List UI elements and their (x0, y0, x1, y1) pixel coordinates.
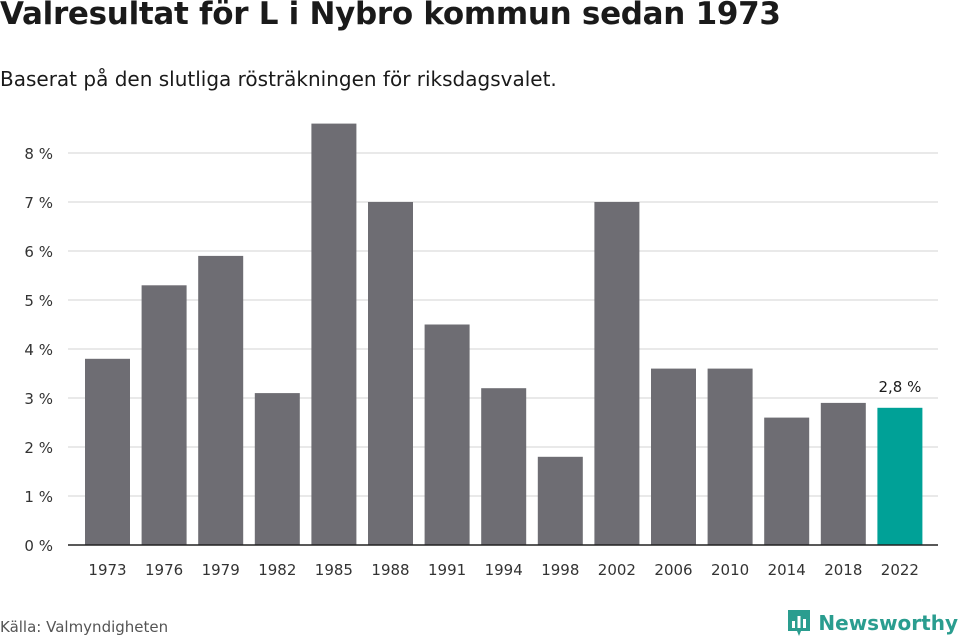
chart-subtitle: Baserat på den slutliga rösträkningen fö… (0, 67, 557, 91)
bar-1985 (311, 123, 357, 545)
x-tick-label: 1998 (541, 561, 579, 579)
source-note: Källa: Valmyndigheten (0, 618, 169, 636)
x-tick-label: 1988 (371, 561, 409, 579)
y-tick-label: 8 % (24, 145, 53, 163)
bar-2010 (707, 368, 753, 545)
x-tick-label: 2002 (598, 561, 636, 579)
y-tick-label: 0 % (24, 537, 53, 555)
bar-2022 (877, 407, 923, 545)
y-tick-label: 1 % (24, 488, 53, 506)
y-tick-label: 2 % (24, 439, 53, 457)
x-tick-label: 1976 (145, 561, 183, 579)
x-tick-label: 1973 (88, 561, 126, 579)
x-tick-label: 2018 (824, 561, 862, 579)
bar-1994 (481, 388, 527, 545)
newsworthy-logo-icon (788, 610, 811, 636)
x-tick-label: 1982 (258, 561, 296, 579)
bar-2014 (764, 417, 810, 545)
x-tick-label: 1991 (428, 561, 466, 579)
data-label: 2,8 % (878, 378, 921, 396)
brand-name: Newsworthy (818, 611, 958, 635)
bar-1991 (424, 324, 470, 545)
bar-1998 (537, 456, 583, 545)
x-tick-label: 2010 (711, 561, 749, 579)
bar-1979 (198, 255, 244, 545)
x-tick-label: 1994 (485, 561, 523, 579)
brand-logo: Newsworthy (786, 608, 958, 638)
y-tick-label: 7 % (24, 194, 53, 212)
y-tick-label: 6 % (24, 243, 53, 261)
bar-2006 (651, 368, 696, 545)
bar-1976 (141, 285, 187, 545)
x-tick-label: 2006 (654, 561, 692, 579)
bar-1973 (85, 358, 130, 545)
x-tick-label: 2014 (768, 561, 806, 579)
y-tick-label: 3 % (24, 390, 53, 408)
bar-2002 (594, 202, 640, 545)
chart-title: Valresultat för L i Nybro kommun sedan 1… (0, 0, 781, 32)
x-tick-label: 1979 (202, 561, 240, 579)
x-tick-label: 2022 (881, 561, 919, 579)
y-tick-label: 4 % (24, 341, 53, 359)
bar-1982 (254, 393, 300, 545)
bar-2018 (820, 402, 866, 545)
x-tick-label: 1985 (315, 561, 353, 579)
bar-1988 (368, 202, 413, 545)
y-tick-label: 5 % (24, 292, 53, 310)
